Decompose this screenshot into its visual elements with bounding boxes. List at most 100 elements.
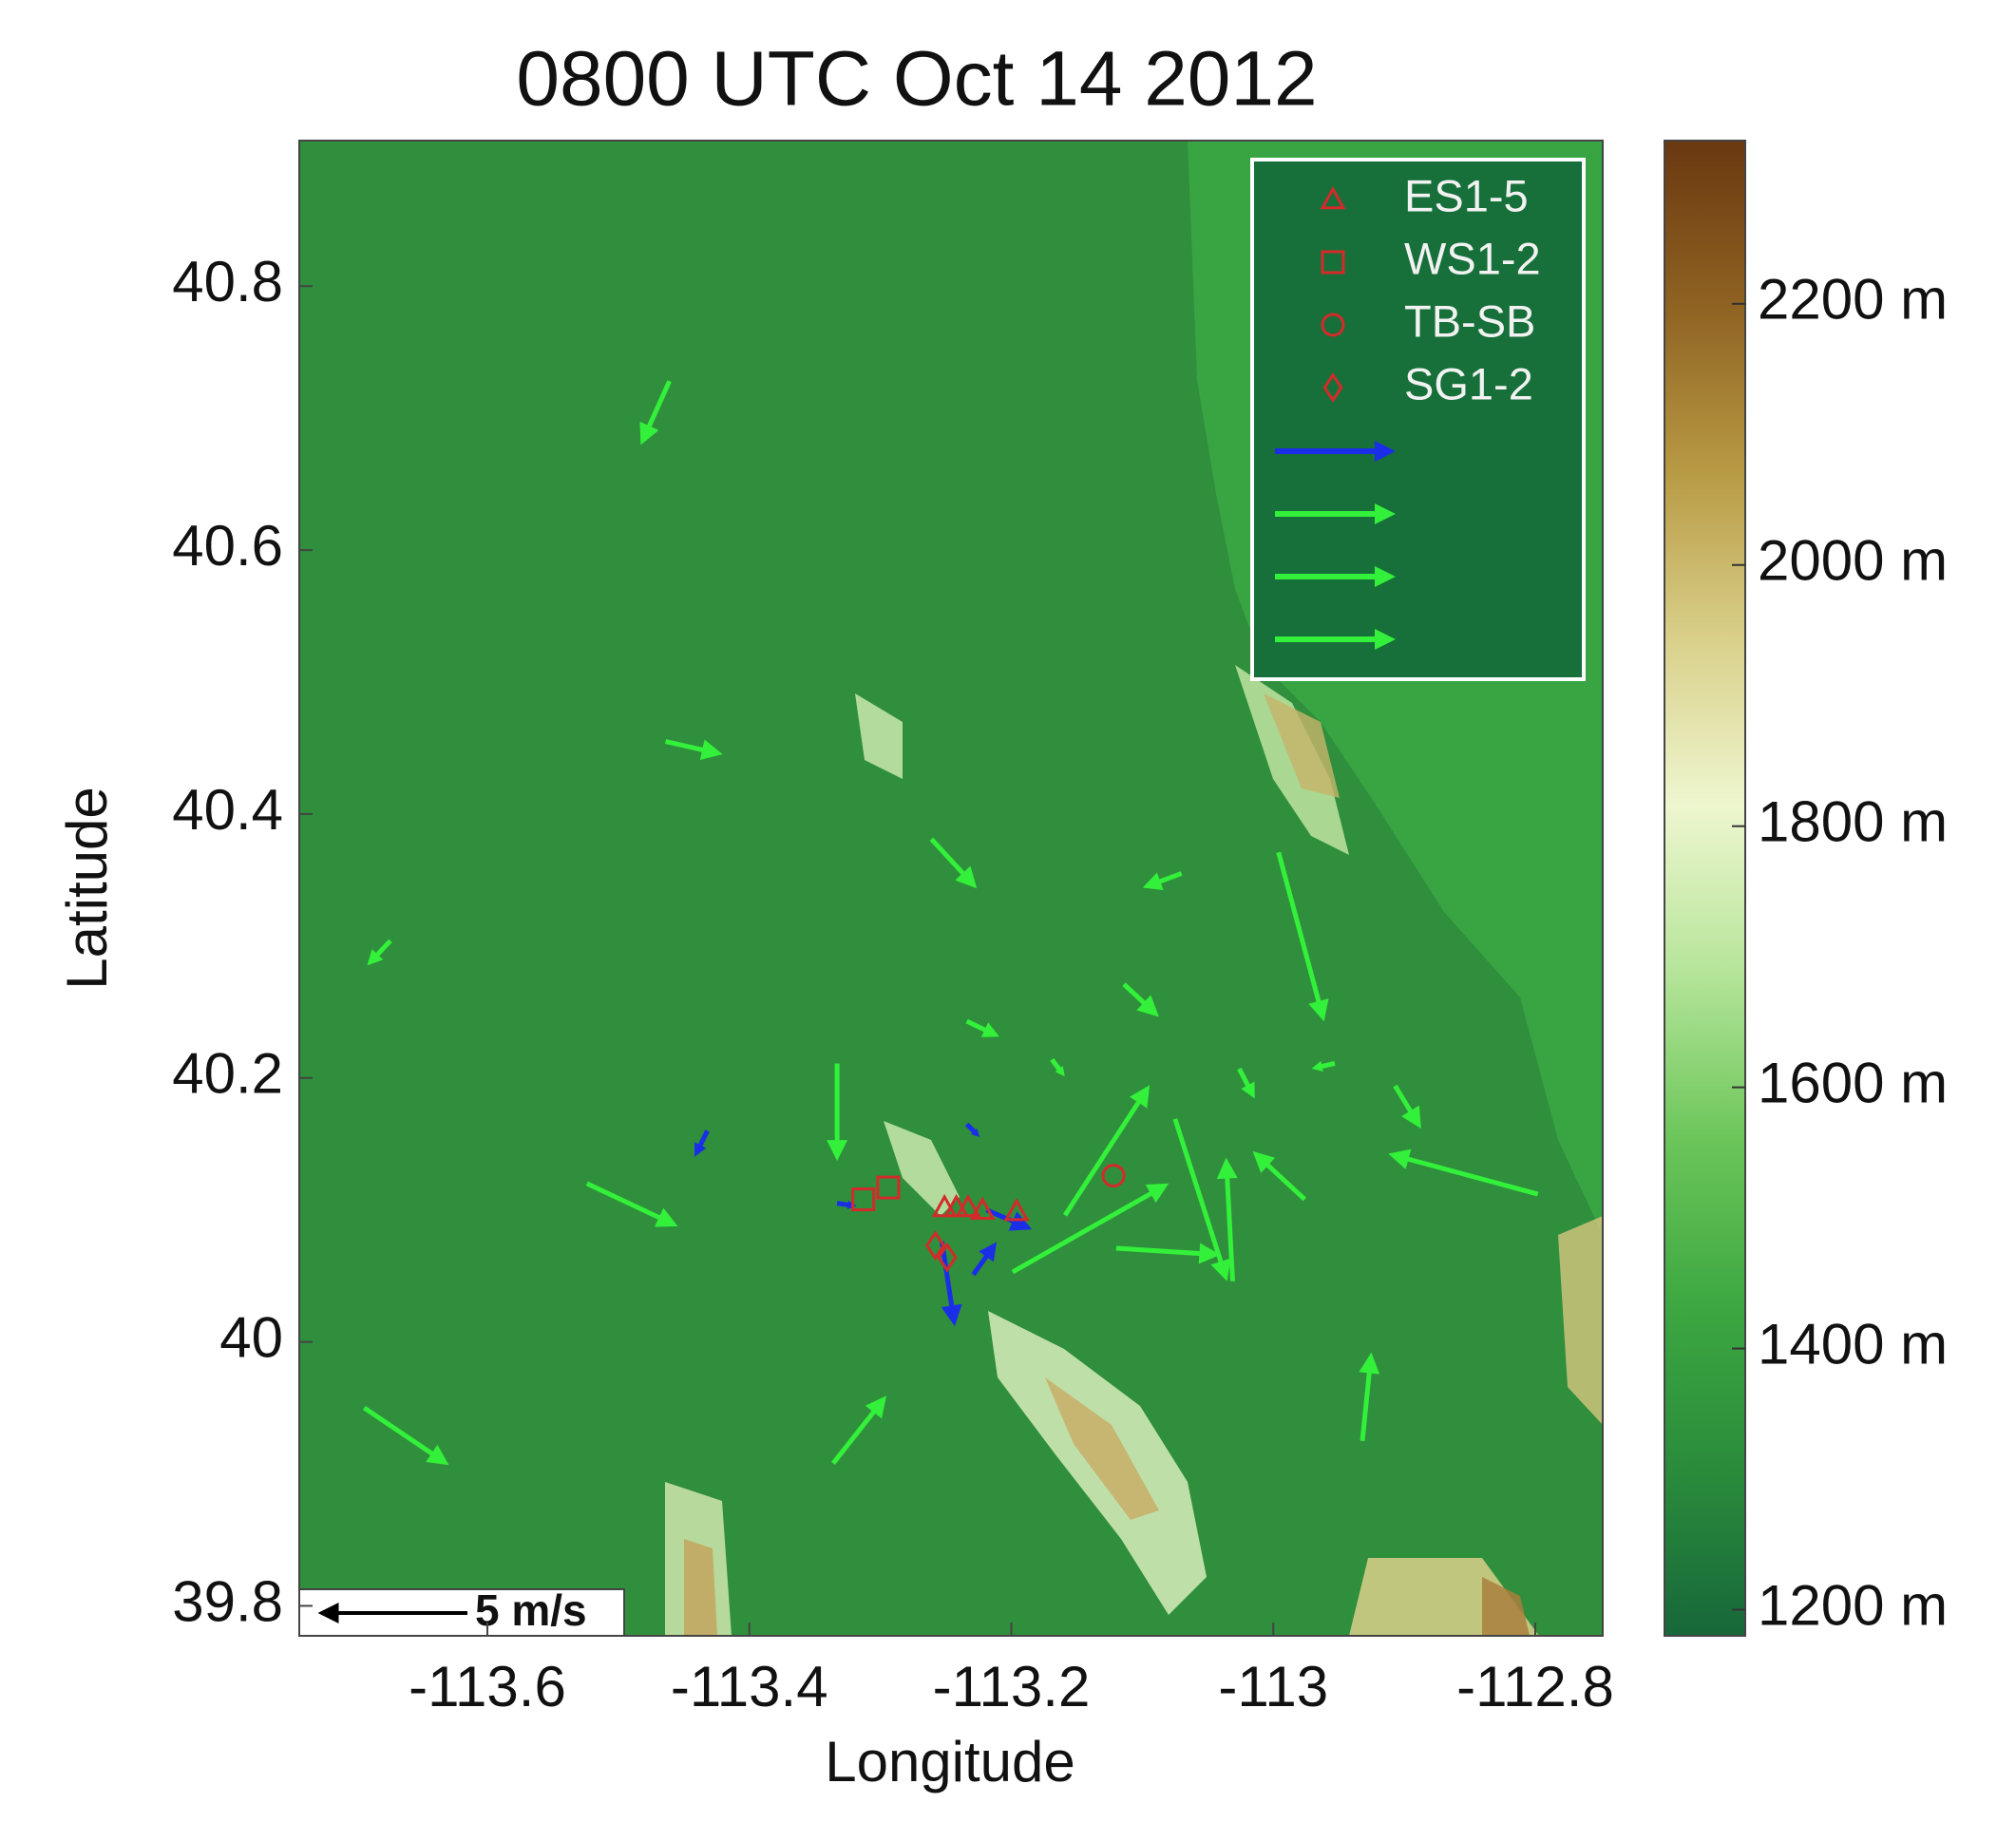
station-marker xyxy=(1321,250,1345,275)
arrow-shaft xyxy=(939,1241,956,1317)
wind-vector xyxy=(971,1242,998,1277)
station-marker xyxy=(1003,1197,1030,1222)
arrow-shaft xyxy=(362,1406,442,1462)
wind-vector xyxy=(1115,1243,1221,1264)
arrow-head xyxy=(639,421,659,446)
station-marker xyxy=(1320,185,1346,210)
legend-label: TB-SB xyxy=(1404,295,1535,346)
arrow-head xyxy=(1375,503,1396,524)
station-marker xyxy=(1322,372,1343,403)
x-tick-label: -113 xyxy=(1218,1655,1328,1718)
arrow-head xyxy=(1375,629,1396,650)
wind-vector xyxy=(585,1181,678,1227)
arrow-head xyxy=(1311,1060,1323,1072)
wind-vector xyxy=(664,739,723,760)
chart-title: 0800 UTC Oct 14 2012 xyxy=(516,36,1317,123)
y-tick-label: 40.8 xyxy=(172,250,283,313)
wind-vector xyxy=(1216,1157,1238,1281)
arrow-head xyxy=(1241,1081,1255,1099)
x-tick-label: -113.4 xyxy=(671,1655,828,1718)
arrow-head xyxy=(1210,1258,1231,1281)
station-marker xyxy=(937,1242,958,1273)
wind-vector xyxy=(639,380,672,446)
station-marker xyxy=(1101,1164,1126,1188)
wind-vector xyxy=(939,1241,962,1327)
wind-vector xyxy=(1122,982,1159,1017)
legend-label: SG1-2 xyxy=(1404,358,1533,408)
colorbar-tick-label: 2200 m xyxy=(1758,268,1948,332)
arrow-head xyxy=(1308,998,1329,1022)
arrow-head xyxy=(317,1603,339,1623)
colorbar-tick-label: 1400 m xyxy=(1758,1312,1948,1376)
station-marker xyxy=(924,1230,946,1262)
arrow-head xyxy=(1359,1352,1380,1375)
legend-swatch xyxy=(1275,629,1396,650)
x-axis-label: Longitude xyxy=(825,1730,1075,1794)
arrow-head xyxy=(1198,1243,1221,1264)
arrow-head xyxy=(1008,1211,1033,1231)
arrow-head xyxy=(367,949,384,966)
wind-vector xyxy=(827,1063,848,1162)
arrow-head xyxy=(1136,995,1159,1017)
arrow-head xyxy=(1142,872,1164,890)
stations xyxy=(851,1164,1126,1273)
station-marker xyxy=(1321,313,1345,337)
arrow-head xyxy=(1401,1105,1421,1129)
colorbar-tick-label: 1800 m xyxy=(1758,790,1948,854)
arrow-head xyxy=(1375,441,1396,462)
arrow-head xyxy=(694,1142,707,1157)
arrow-shaft xyxy=(1115,1245,1210,1257)
legend-label: WS1-2 xyxy=(1404,233,1541,283)
wind-vector xyxy=(985,1207,1033,1231)
wind-vector xyxy=(831,1395,887,1465)
arrow-head xyxy=(865,1395,887,1419)
station-marker xyxy=(955,1193,981,1218)
legend-label: ES1-5 xyxy=(1404,170,1529,220)
wind-vector xyxy=(1011,1183,1170,1275)
wind-vector xyxy=(1276,851,1329,1022)
arrow-head xyxy=(699,739,723,760)
legend-swatch xyxy=(1275,503,1396,524)
arrow-head xyxy=(654,1207,678,1227)
wind-vector xyxy=(1062,1085,1151,1217)
arrow-shaft xyxy=(831,1402,883,1465)
arrow-shaft xyxy=(1011,1186,1161,1275)
station-marker xyxy=(969,1196,996,1220)
wind-vector xyxy=(1142,871,1183,890)
y-axis-label: Latitude xyxy=(55,787,119,990)
y-tick-label: 40 xyxy=(219,1305,283,1369)
legend-box xyxy=(1250,158,1586,681)
colorbar-tick-label: 2000 m xyxy=(1758,529,1948,593)
reference-arrow xyxy=(317,1603,467,1623)
arrow-shaft xyxy=(1360,1362,1373,1442)
wind-vector xyxy=(1311,1060,1336,1072)
wind-vector xyxy=(964,1122,980,1137)
arrow-shaft xyxy=(1398,1153,1539,1197)
arrow-head xyxy=(1252,1150,1276,1173)
arrow-shaft xyxy=(585,1181,670,1224)
arrow-shaft xyxy=(1224,1167,1235,1281)
station-marker xyxy=(876,1175,901,1200)
arrow-shaft xyxy=(1276,851,1324,1013)
wind-vector xyxy=(1393,1084,1421,1129)
x-tick-label: -113.6 xyxy=(409,1655,566,1718)
arrow-head xyxy=(971,1128,980,1137)
reference-label: 5 m/s xyxy=(475,1585,587,1635)
wind-vector xyxy=(1237,1067,1255,1099)
y-tick-label: 40.2 xyxy=(172,1042,283,1106)
legend-swatch xyxy=(1275,566,1396,587)
colorbar xyxy=(1664,140,1746,1637)
wind-vector xyxy=(362,1406,449,1466)
colorbar-tick-label: 1600 m xyxy=(1758,1051,1948,1114)
y-tick-label: 39.8 xyxy=(172,1569,283,1633)
x-tick-label: -113.2 xyxy=(933,1655,1091,1718)
wind-vector xyxy=(1172,1118,1231,1281)
arrow-shaft xyxy=(1062,1092,1147,1217)
arrow-head xyxy=(980,1022,999,1037)
y-tick-label: 40.6 xyxy=(172,514,283,578)
arrow-head xyxy=(1375,566,1396,587)
arrow-head xyxy=(1388,1148,1412,1169)
wind-vector xyxy=(1388,1148,1539,1197)
y-tick-label: 40.4 xyxy=(172,778,283,842)
